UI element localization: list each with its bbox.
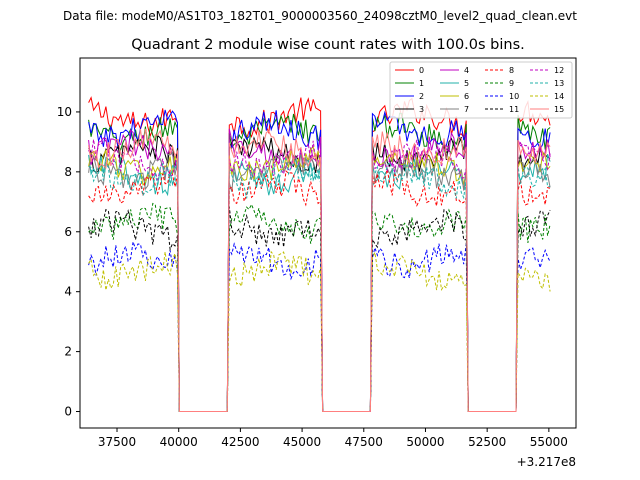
series-line-9 — [88, 202, 551, 412]
series-line-8 — [88, 169, 551, 412]
legend-label-13: 13 — [554, 79, 564, 88]
legend-label-10: 10 — [509, 92, 519, 101]
series-line-10 — [88, 241, 551, 412]
x-tick-label: 55000 — [530, 435, 568, 449]
x-tick-label: 37500 — [98, 435, 136, 449]
series-line-11 — [88, 206, 551, 412]
y-tick-label: 4 — [64, 285, 72, 299]
chart-title: Quadrant 2 module wise count rates with … — [131, 37, 525, 53]
legend-label-2: 2 — [419, 92, 424, 101]
legend-box — [389, 61, 573, 119]
legend-label-15: 15 — [554, 105, 564, 114]
legend-label-8: 8 — [509, 66, 514, 75]
x-tick-label: 52500 — [468, 435, 506, 449]
series-line-14 — [88, 250, 551, 412]
y-tick-label: 10 — [57, 105, 72, 119]
legend-label-4: 4 — [464, 66, 469, 75]
y-axis: 0 2 4 6 8 10 — [57, 105, 80, 419]
series-line-12 — [88, 139, 551, 412]
legend-label-1: 1 — [419, 79, 424, 88]
x-tick-label: 40000 — [160, 435, 198, 449]
series-line-13 — [88, 157, 551, 412]
x-tick-label: 45000 — [283, 435, 321, 449]
legend-label-6: 6 — [464, 92, 469, 101]
x-tick-label: 50000 — [406, 435, 444, 449]
series-line-0 — [88, 96, 551, 412]
x-tick-label: 42500 — [221, 435, 259, 449]
series-line-2 — [88, 109, 551, 412]
legend-label-14: 14 — [554, 92, 564, 101]
series-line-6 — [88, 145, 551, 412]
y-tick-label: 0 — [64, 405, 72, 419]
legend-label-5: 5 — [464, 79, 469, 88]
legend-label-3: 3 — [419, 105, 424, 114]
legend-label-0: 0 — [419, 66, 424, 75]
legend-label-12: 12 — [554, 66, 564, 75]
y-tick-label: 8 — [64, 165, 72, 179]
series-line-7 — [88, 151, 551, 412]
series-layer — [88, 96, 551, 412]
y-tick-label: 2 — [64, 345, 72, 359]
series-line-15 — [88, 128, 551, 412]
legend-label-7: 7 — [464, 105, 469, 114]
legend-label-9: 9 — [509, 79, 514, 88]
x-offset-label: +3.217e8 — [517, 455, 576, 469]
x-axis: 37500 40000 42500 45000 47500 50000 52500 55000 — [98, 428, 568, 449]
plot-frame — [79, 57, 577, 429]
x-tick-label: 47500 — [345, 435, 383, 449]
legend-label-11: 11 — [509, 105, 519, 114]
y-tick-label: 6 — [64, 225, 72, 239]
suptitle: Data file: modeM0/AS1T03_182T01_90000035… — [63, 9, 577, 23]
